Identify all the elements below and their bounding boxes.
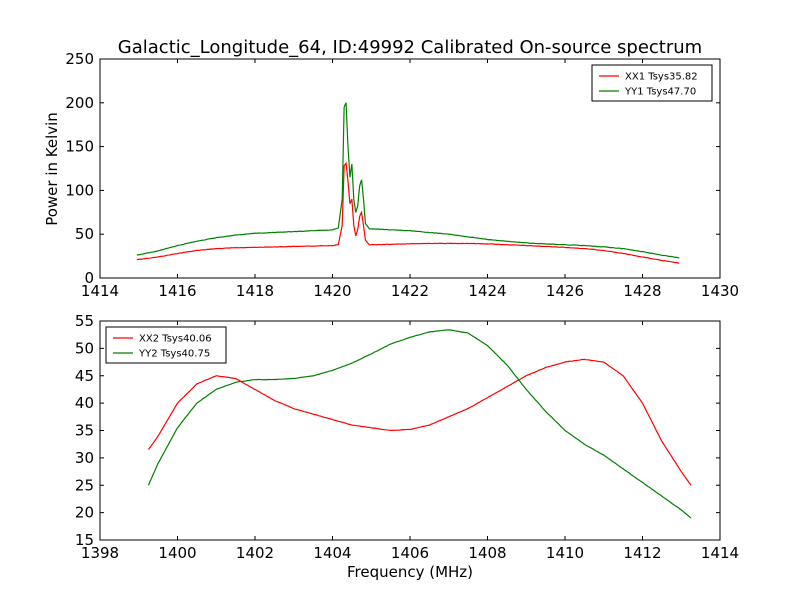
y-tick-label: 50 [75, 225, 94, 243]
y-tick-label: 35 [75, 422, 94, 440]
x-tick-label: 1408 [468, 544, 506, 562]
series-line-xx1-tsys35-82 [136, 161, 680, 264]
x-tick-label: 1414 [81, 282, 119, 300]
legend-label: XX1 Tsys35.82 [625, 72, 698, 83]
x-tick-label: 1416 [158, 282, 196, 300]
y-tick-label: 25 [75, 476, 94, 494]
x-tick-label: 1404 [313, 544, 351, 562]
y-tick-label: 45 [75, 367, 94, 385]
x-tick-label: 1412 [623, 544, 661, 562]
y-tick-label: 100 [65, 181, 94, 199]
top-panel: 1414 1416 1418 1420 1422 1424 1426 1428 1430 0 50 1… [65, 50, 739, 300]
y-tick-label: 20 [75, 504, 94, 522]
y-tick-label: 150 [65, 138, 94, 156]
y-tick-label: 200 [65, 94, 94, 112]
series-line-yy1-tsys47-70 [136, 102, 680, 259]
chart-title: Galactic_Longitude_64, ID:49992 Calibrat… [118, 37, 702, 58]
legend-label: YY1 Tsys47.70 [624, 87, 696, 98]
legend: XX1 Tsys35.82 YY1 Tsys47.70 [591, 64, 713, 102]
legend-box [591, 64, 713, 102]
series-line-xx2-tsys40-06 [147, 358, 692, 486]
legend-box [105, 326, 227, 364]
y-tick-label: 250 [65, 50, 94, 68]
x-tick-label: 1398 [81, 544, 119, 562]
x-tick-label: 1428 [623, 282, 661, 300]
bottom-panel: 1398 1400 1402 1404 1406 1408 1410 1412 1414 15 20… [75, 312, 739, 562]
y-tick-label: 55 [75, 312, 94, 330]
y-tick-label: 15 [75, 531, 94, 549]
x-tick-label: 1400 [158, 544, 196, 562]
x-tick-label: 1402 [236, 544, 274, 562]
y-tick-label: 30 [75, 449, 94, 467]
x-tick-label: 1420 [313, 282, 351, 300]
x-tick-label: 1418 [236, 282, 274, 300]
y-axis-label: Power in Kelvin [43, 112, 61, 226]
x-tick-label: 1406 [391, 544, 429, 562]
x-tick-label: 1426 [546, 282, 584, 300]
x-tick-label: 1430 [701, 282, 739, 300]
y-tick-label: 0 [84, 269, 94, 287]
y-tick-label: 40 [75, 394, 94, 412]
y-tick-label: 50 [75, 339, 94, 357]
x-tick-label: 1424 [468, 282, 506, 300]
legend: XX2 Tsys40.06 YY2 Tsys40.75 [105, 326, 227, 364]
x-tick-label: 1410 [546, 544, 584, 562]
legend-label: XX2 Tsys40.06 [139, 334, 212, 345]
legend-label: YY2 Tsys40.75 [138, 349, 210, 360]
x-tick-label: 1414 [701, 544, 739, 562]
x-tick-label: 1422 [391, 282, 429, 300]
x-axis-label: Frequency (MHz) [347, 563, 473, 581]
series-line-yy2-tsys40-75 [147, 329, 692, 519]
